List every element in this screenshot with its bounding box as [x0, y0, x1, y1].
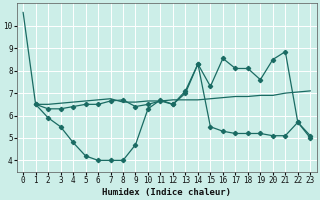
- X-axis label: Humidex (Indice chaleur): Humidex (Indice chaleur): [102, 188, 231, 197]
